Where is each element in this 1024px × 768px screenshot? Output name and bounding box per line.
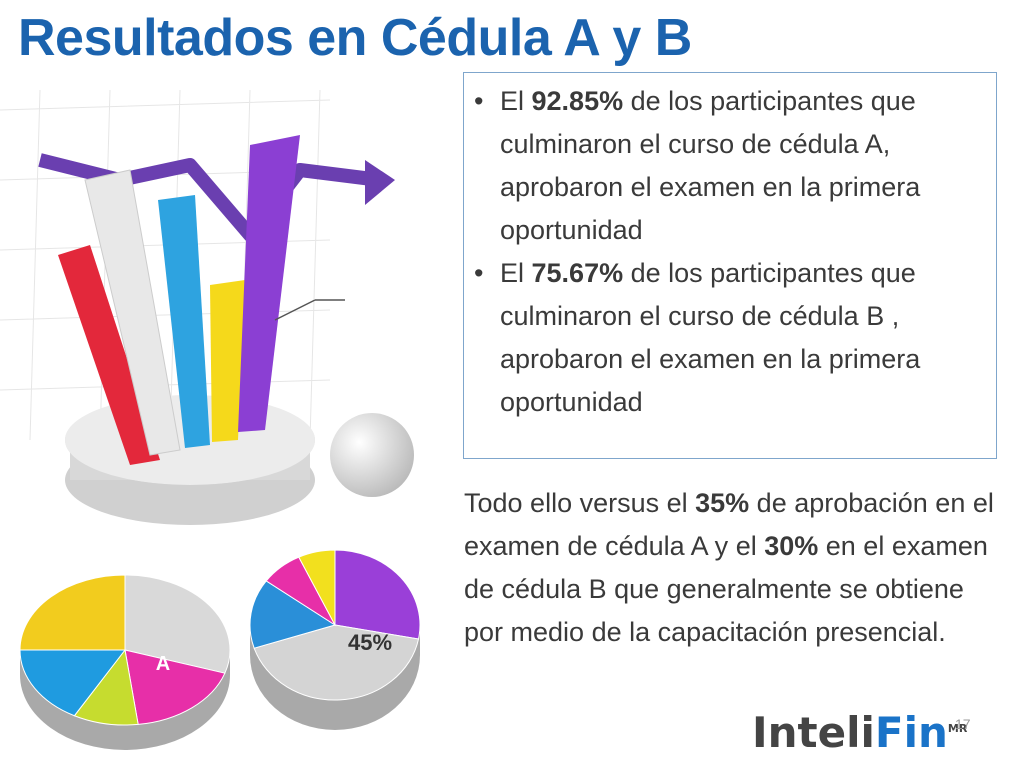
red-bar: [58, 245, 160, 465]
bold-text: 92.85%: [531, 86, 624, 116]
text-run: El: [500, 86, 532, 116]
pie-slice: [19, 649, 127, 717]
text-run: de aprobación en el examen de cédula A y…: [464, 488, 994, 561]
logo: InteliFinMR: [752, 708, 967, 757]
purple-bar: [238, 135, 300, 432]
yellow-bar: [210, 280, 245, 442]
pies: [19, 549, 421, 750]
text-run: de los participantes que culminaron el c…: [500, 86, 921, 245]
logo-text: Inteli: [752, 708, 875, 757]
arrow-head: [365, 160, 395, 205]
bullet: El 92.85% de los participantes que culmi…: [470, 80, 970, 252]
paragraph: Todo ello versus el 35% de aprobación en…: [464, 482, 994, 654]
pointer: [274, 299, 316, 321]
blue-bar: [158, 195, 210, 448]
white-bar: [84, 169, 181, 456]
text-box: [463, 72, 997, 459]
slide-title: Resultados en Cédula A y B: [18, 9, 692, 67]
pie-slice: [334, 549, 421, 640]
page-number: 17: [955, 716, 971, 732]
pie-slice: [124, 649, 226, 725]
text-run: El: [500, 258, 532, 288]
pie-slice: [298, 549, 336, 626]
text-run: Todo ello versus el: [464, 488, 696, 518]
bullet: El 75.67% de los participantes que culmi…: [470, 252, 970, 424]
logo-text: Fin: [874, 708, 948, 757]
pie-label: A: [156, 653, 170, 675]
pie-slice: [253, 624, 420, 701]
bold-text: 75.67%: [531, 258, 624, 288]
text-run: en el examen de cédula B que generalment…: [464, 531, 988, 647]
logo-mark: MR: [947, 722, 968, 735]
sphere: [330, 413, 414, 497]
pie-slice: [19, 574, 126, 651]
text-run: de los participantes que culminaron el c…: [500, 258, 921, 417]
bold-text: 30%: [764, 531, 819, 561]
pie-label: 45%: [348, 630, 392, 655]
pie-slice: [249, 580, 337, 649]
illustration: A 45%: [0, 89, 421, 750]
bold-text: 35%: [695, 488, 750, 518]
pie-slice: [124, 574, 231, 674]
bullet-list: El 92.85% de los participantes que culmi…: [470, 80, 970, 424]
